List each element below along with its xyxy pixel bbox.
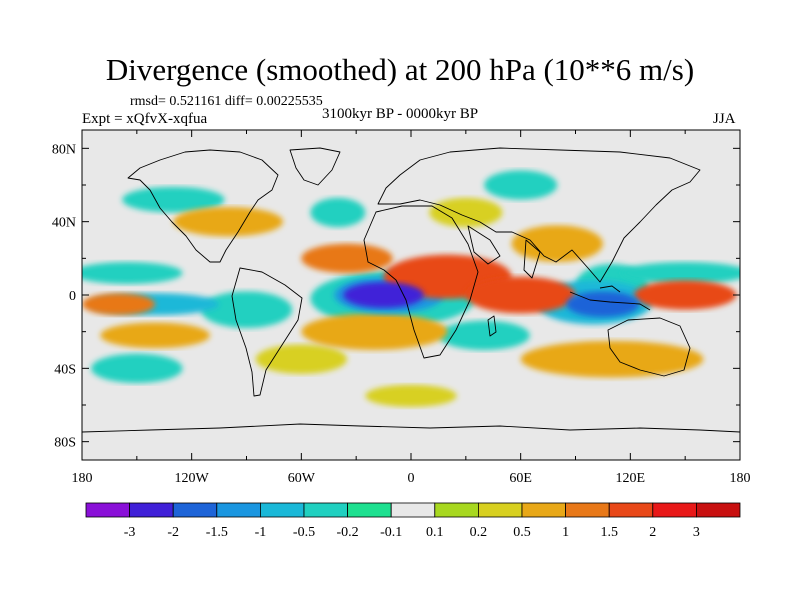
colorbar-label: 2 [649,525,656,540]
x-tick-label: 0 [408,471,415,486]
colorbar-label: 0.1 [426,525,444,540]
x-axis: 180 120W 60W 0 60E 120E 180 [72,130,751,486]
x-tick-label: 180 [72,471,93,486]
colorbar-label: 0.5 [513,525,531,540]
coast-madagascar [487,315,497,337]
x-tick-label: 60E [509,471,532,486]
colorbar: -3 -2 -1.5 -1 -0.5 -0.2 -0.1 0.1 0.2 0.5 1 1.5 2 3 [85,502,741,540]
contour-blob [301,313,448,350]
colorbar-swatch [565,502,610,518]
contour-blob [173,207,284,237]
x-tick-label: 120W [175,471,210,486]
colorbar-swatch [303,502,348,518]
colorbar-label: -0.1 [380,525,402,540]
contour-blob [91,353,183,384]
contour-blob [465,276,576,314]
colorbar-label: 1 [562,525,569,540]
y-tick-label: 80S [54,436,76,451]
experiment-label: Expt = xQfvX-xqfua [82,111,208,127]
colorbar-label: -0.5 [293,525,315,540]
contour-blob [100,322,210,349]
colorbar-swatch [390,502,436,518]
coast-antarctica [82,423,740,433]
contour-blob [621,262,740,284]
coast-australia [607,317,691,377]
contour-blob [310,197,366,228]
x-tick-label: 180 [730,471,751,486]
contour-blob [255,344,348,374]
colorbar-label: 3 [693,525,700,540]
y-tick-label: 0 [69,289,76,304]
colorbar-swatch [696,502,741,518]
colorbar-swatch [608,502,654,518]
contour-blob [200,291,293,328]
x-tick-label: 120E [616,471,646,486]
y-tick-label: 80N [52,142,76,157]
colorbar-swatch [652,502,697,518]
contour-blob [82,293,156,316]
colorbar-swatch [85,502,130,518]
coast-indonesia [569,285,651,311]
colorbar-swatch [347,502,392,518]
contour-blob [429,197,503,228]
contour-blob [343,282,424,308]
colorbar-swatch [216,502,261,518]
contour-blob [301,243,393,273]
season-label: JJA [713,111,736,127]
contour-blob [82,262,183,284]
colorbar-label: -1 [255,525,267,540]
coast-india [523,239,541,279]
contour-blob [484,170,558,200]
y-tick-label: 40S [54,362,76,377]
contour-blob [438,320,530,351]
contour-blob [365,384,457,407]
contour-blob [122,186,225,213]
coast-north-america [127,149,279,263]
colorbar-swatch [172,502,218,518]
colorbar-label: 1.5 [600,525,618,540]
coast-greenland [289,147,341,186]
colorbar-swatch [477,502,523,518]
x-tick-label: 60W [288,471,316,486]
chart-title: Divergence (smoothed) at 200 hPa (10**6 … [105,52,695,87]
coastlines [82,147,740,433]
colorbar-label: -2 [167,525,179,540]
contour-blob [511,225,603,262]
colorbar-swatch [259,502,305,518]
coast-africa [363,205,479,359]
coast-south-america [231,267,303,397]
coast-europe-asia [377,147,701,283]
colorbar-swatch [129,502,174,518]
colorbar-label: -1.5 [206,525,228,540]
y-tick-label: 40N [52,216,76,231]
period-label: 3100kyr BP - 0000kyr BP [322,106,479,122]
rmsd-label: rmsd= 0.521161 diff= 0.00225535 [130,94,323,109]
contour-blob [520,340,704,378]
y-axis: 80N 40N 0 40S 80S [52,142,740,451]
colorbar-label: -0.2 [337,525,359,540]
colorbar-swatch [434,502,479,518]
colorbar-label: 0.2 [470,525,488,540]
coast-arabia [467,225,501,265]
contour-blob [633,280,737,310]
colorbar-swatch [521,502,566,518]
colorbar-label: -3 [124,525,136,540]
